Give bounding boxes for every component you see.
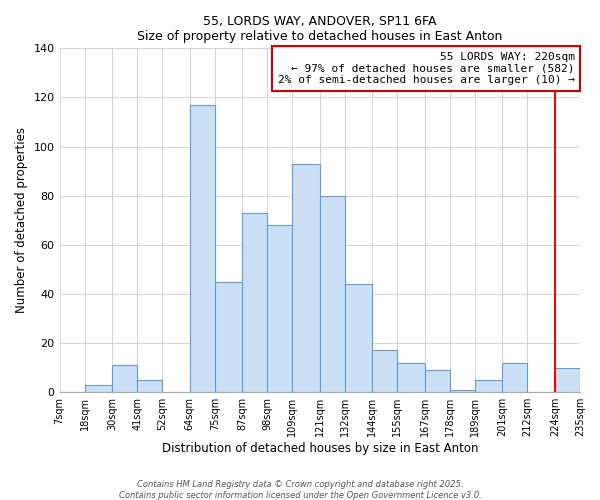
Text: 55 LORDS WAY: 220sqm
← 97% of detached houses are smaller (582)
2% of semi-detac: 55 LORDS WAY: 220sqm ← 97% of detached h… [278, 52, 575, 85]
Bar [555, 368, 580, 392]
Bar [450, 390, 475, 392]
Bar [215, 282, 242, 392]
Bar [372, 350, 397, 392]
Bar [292, 164, 320, 392]
Bar [242, 213, 267, 392]
Y-axis label: Number of detached properties: Number of detached properties [15, 128, 28, 314]
Bar [345, 284, 372, 392]
Bar [475, 380, 502, 392]
Bar [190, 105, 215, 392]
Bar [112, 365, 137, 392]
Bar [425, 370, 450, 392]
Text: Contains HM Land Registry data © Crown copyright and database right 2025.
Contai: Contains HM Land Registry data © Crown c… [119, 480, 481, 500]
Bar [85, 385, 112, 392]
Bar [397, 362, 425, 392]
X-axis label: Distribution of detached houses by size in East Anton: Distribution of detached houses by size … [161, 442, 478, 455]
Bar [320, 196, 345, 392]
Title: 55, LORDS WAY, ANDOVER, SP11 6FA
Size of property relative to detached houses in: 55, LORDS WAY, ANDOVER, SP11 6FA Size of… [137, 15, 502, 43]
Bar [502, 362, 527, 392]
Bar [137, 380, 162, 392]
Bar [267, 225, 292, 392]
